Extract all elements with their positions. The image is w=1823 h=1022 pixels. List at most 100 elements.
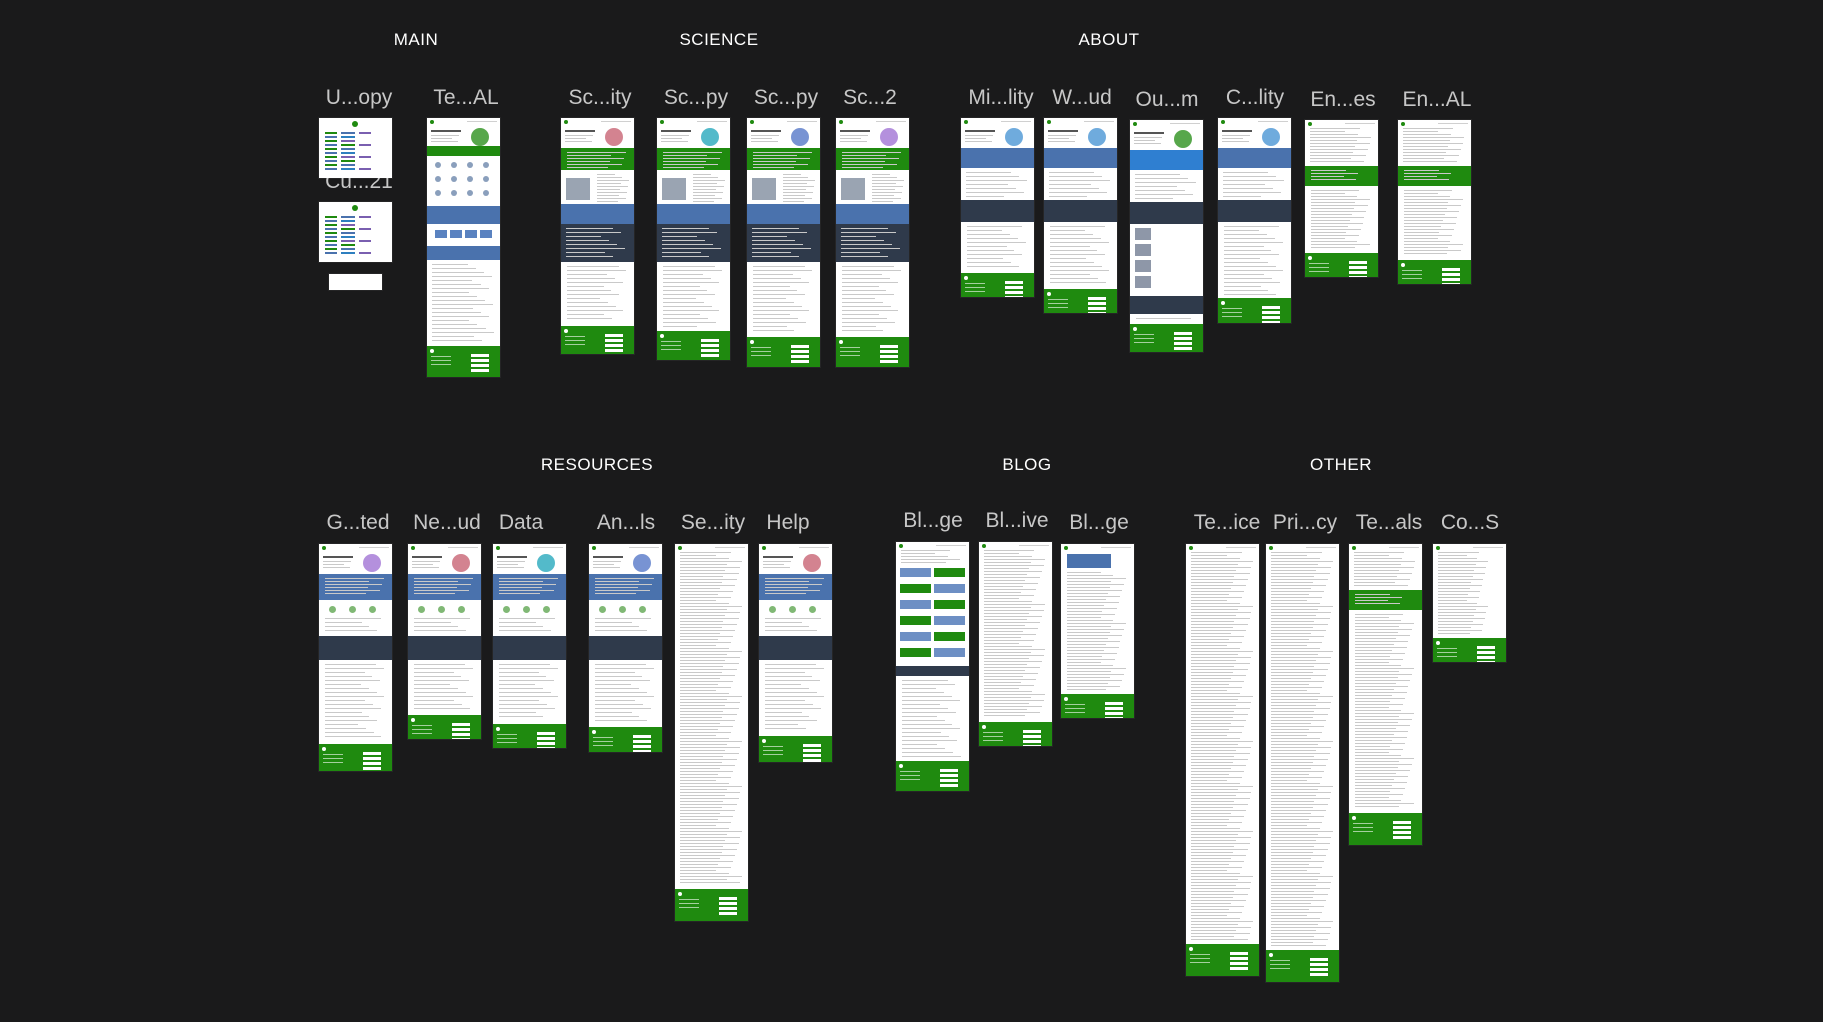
blog-card <box>934 600 965 609</box>
frame-label[interactable]: En...AL <box>1402 88 1472 111</box>
footer-block <box>1433 638 1506 662</box>
text-line <box>680 585 735 586</box>
frame-thumbnail[interactable] <box>493 544 566 748</box>
text-line <box>1311 247 1356 248</box>
text-line <box>680 657 741 658</box>
frame-label[interactable]: Sc...py <box>663 86 729 109</box>
frame-thumbnail[interactable] <box>1044 118 1117 313</box>
footer-text <box>983 731 1003 733</box>
text-line <box>414 584 471 585</box>
text-line <box>1355 776 1409 777</box>
text-line <box>1404 176 1438 177</box>
frame-label[interactable]: Mi...lity <box>968 86 1034 109</box>
footer-bar <box>1230 962 1248 965</box>
text-line <box>1067 581 1112 582</box>
frame-label[interactable]: Pri...cy <box>1272 511 1338 534</box>
frame-thumbnail[interactable] <box>319 544 392 771</box>
frame-label[interactable]: Bl...ge <box>903 509 963 532</box>
frame-label[interactable]: En...es <box>1310 88 1376 111</box>
frame-thumbnail[interactable] <box>1266 544 1339 982</box>
frame-thumbnail[interactable] <box>747 118 820 367</box>
frame-thumbnail[interactable] <box>1218 118 1291 323</box>
logo-mark <box>750 120 754 124</box>
footer-bar <box>471 363 489 367</box>
frame-thumbnail[interactable] <box>1349 544 1422 845</box>
frame-thumbnail-small[interactable] <box>329 274 382 290</box>
text-line <box>680 879 728 880</box>
blog-card <box>934 584 965 593</box>
text-line <box>1050 226 1105 227</box>
frame-label[interactable]: An...ls <box>596 511 656 534</box>
hero-title <box>323 556 353 558</box>
text-line <box>1355 800 1402 801</box>
frame-label[interactable]: Ne...ud <box>413 511 481 534</box>
text-line <box>432 296 477 297</box>
frame-label[interactable]: Ou...m <box>1135 88 1199 111</box>
frame-label[interactable]: C...lity <box>1225 86 1285 109</box>
text-line <box>567 278 615 279</box>
text-line <box>1191 570 1237 571</box>
frame-label[interactable]: Te...AL <box>433 86 499 109</box>
text-line <box>1355 594 1390 595</box>
frame-label[interactable]: Co...S <box>1440 511 1500 534</box>
text-line <box>325 720 378 721</box>
frame-label[interactable]: Help <box>766 511 810 534</box>
frame-label[interactable]: G...ted <box>326 511 390 534</box>
text-line <box>967 266 1019 267</box>
text-line <box>1271 705 1317 706</box>
frame-thumbnail[interactable] <box>1130 120 1203 352</box>
text-line <box>1191 762 1233 763</box>
text-line <box>901 553 936 554</box>
text-line <box>1067 584 1124 585</box>
text-line <box>1050 238 1101 239</box>
frame-thumbnail[interactable] <box>979 542 1052 746</box>
frame-thumbnail[interactable] <box>1305 120 1378 277</box>
frame-thumbnail[interactable] <box>1186 544 1259 976</box>
logo-mark <box>982 544 986 548</box>
logo-mark <box>1064 546 1068 550</box>
footer-bar <box>803 743 821 747</box>
frame-thumbnail[interactable] <box>961 118 1034 297</box>
text-line <box>1222 135 1250 136</box>
frame-thumbnail[interactable] <box>427 118 500 377</box>
frame-thumbnail[interactable] <box>319 202 392 262</box>
frame-thumbnail[interactable] <box>657 118 730 360</box>
frame-label[interactable]: Te...ice <box>1193 511 1261 534</box>
frame-label[interactable]: Sc...ity <box>568 86 632 109</box>
logo-mark <box>411 718 415 722</box>
frame-thumbnail[interactable] <box>675 544 748 921</box>
text-line <box>1048 135 1076 136</box>
text-line <box>1224 250 1272 251</box>
frame-label[interactable]: Sc...py <box>753 86 819 109</box>
text-line <box>1404 199 1463 200</box>
frame-thumbnail[interactable] <box>836 118 909 367</box>
footer-block <box>675 889 748 921</box>
text-line <box>1271 723 1311 724</box>
text-line <box>1271 690 1307 691</box>
frame-label[interactable]: W...ud <box>1052 86 1112 109</box>
frame-label[interactable]: U...opy <box>325 86 393 109</box>
frame-label[interactable]: Se...ity <box>680 511 746 534</box>
frame-thumbnail[interactable] <box>896 542 969 791</box>
text-line <box>1191 804 1248 805</box>
frame-thumbnail[interactable] <box>1398 120 1471 284</box>
frame-thumbnail[interactable] <box>589 544 662 752</box>
text-line <box>1271 645 1307 646</box>
frame-label[interactable]: Bl...ge <box>1069 511 1129 534</box>
frame-label[interactable]: Te...als <box>1355 511 1423 534</box>
text-line <box>902 692 944 693</box>
text-line <box>1355 659 1403 660</box>
frame-thumbnail[interactable] <box>561 118 634 354</box>
frame-label[interactable]: Sc...2 <box>843 86 897 109</box>
frame-thumbnail[interactable] <box>759 544 832 762</box>
frame-thumbnail[interactable] <box>1433 544 1506 662</box>
frame-thumbnail[interactable] <box>1061 544 1134 718</box>
frame-thumbnail[interactable] <box>408 544 481 739</box>
frame-thumbnail[interactable] <box>319 118 392 178</box>
logo-mark <box>660 120 664 124</box>
frame-label[interactable]: Data <box>498 511 544 534</box>
frame-label[interactable]: Bl...ive <box>985 509 1049 532</box>
navy-band <box>493 636 566 660</box>
text-line <box>984 673 1038 674</box>
